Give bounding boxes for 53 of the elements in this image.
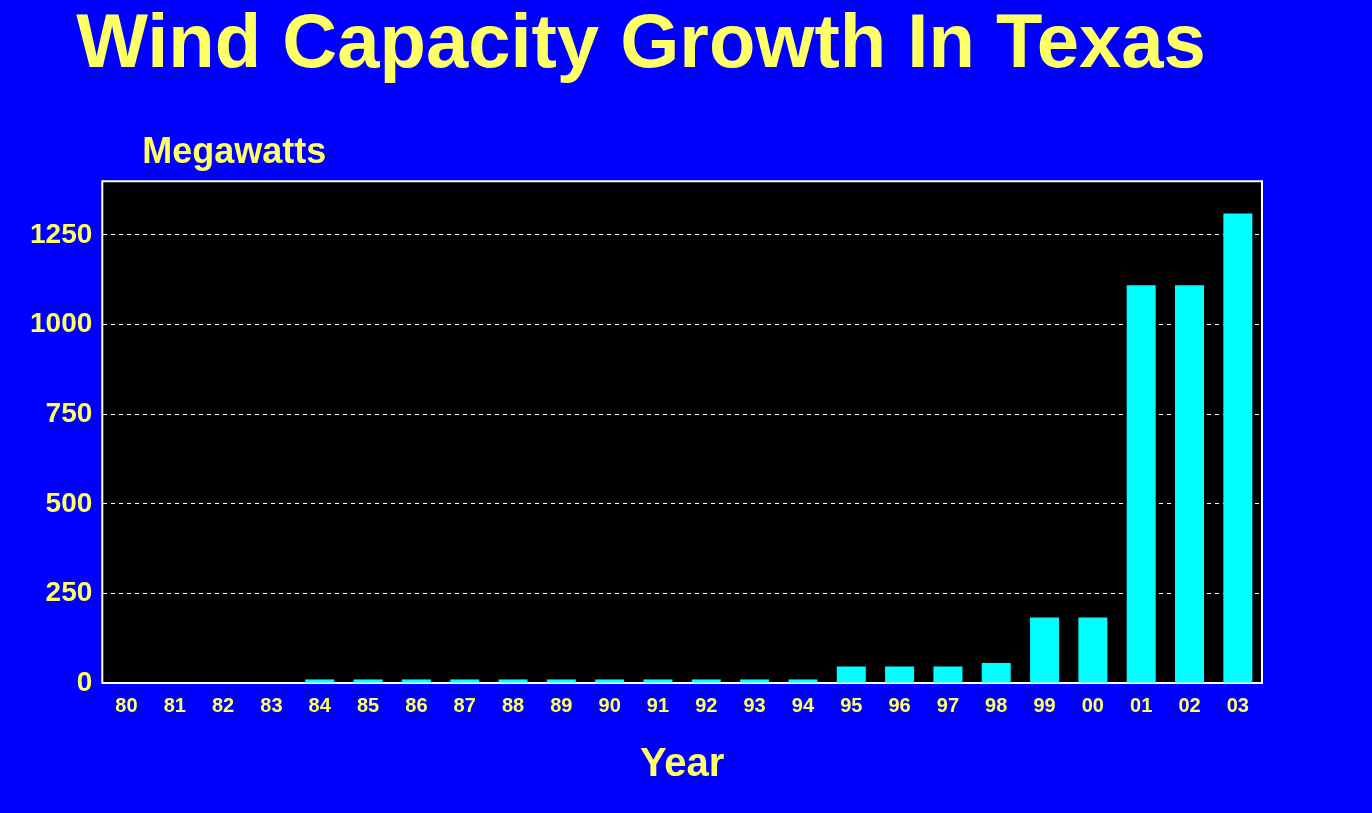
bar bbox=[836, 666, 866, 683]
y-axis-title: Megawatts bbox=[142, 130, 327, 172]
y-tick-label: 1250 bbox=[29, 217, 93, 249]
x-tick-label: 92 bbox=[695, 693, 718, 716]
y-tick-label: 0 bbox=[76, 665, 93, 697]
bar bbox=[498, 679, 528, 683]
x-tick-label: 87 bbox=[453, 693, 476, 716]
x-tick-label: 98 bbox=[985, 693, 1008, 716]
bar bbox=[450, 679, 480, 683]
x-tick-label: 93 bbox=[743, 693, 766, 716]
x-tick-label: 91 bbox=[646, 693, 670, 716]
bar bbox=[691, 679, 721, 683]
bar bbox=[643, 679, 673, 683]
bar bbox=[885, 666, 915, 683]
x-tick-label: 02 bbox=[1178, 693, 1201, 716]
bar bbox=[1126, 285, 1156, 683]
x-tick-label: 89 bbox=[550, 693, 573, 716]
x-tick-label: 88 bbox=[501, 693, 525, 716]
x-tick-label: 95 bbox=[840, 693, 863, 716]
x-tick-label: 80 bbox=[115, 693, 138, 716]
x-tick-label: 83 bbox=[260, 693, 283, 716]
bar bbox=[1175, 285, 1205, 683]
x-tick-label: 00 bbox=[1081, 693, 1104, 716]
chart-title: Wind Capacity Growth In Texas bbox=[76, 0, 1206, 83]
bar bbox=[1078, 617, 1108, 683]
bar bbox=[305, 679, 335, 683]
bar bbox=[1030, 617, 1060, 683]
x-tick-label: 81 bbox=[163, 693, 186, 716]
x-tick-label: 01 bbox=[1130, 693, 1153, 716]
x-tick-label: 97 bbox=[936, 693, 960, 716]
x-tick-label: 03 bbox=[1226, 693, 1249, 716]
y-tick-label: 500 bbox=[45, 486, 93, 518]
x-tick-label: 99 bbox=[1033, 693, 1056, 716]
bar bbox=[981, 662, 1011, 683]
x-tick-label: 96 bbox=[888, 693, 911, 716]
bar bbox=[353, 679, 383, 683]
y-tick-label: 250 bbox=[45, 576, 93, 608]
y-tick-label: 1000 bbox=[29, 307, 93, 339]
bar bbox=[1223, 213, 1253, 683]
bar bbox=[788, 679, 818, 683]
x-tick-label: 94 bbox=[791, 693, 815, 716]
x-tick-label: 84 bbox=[308, 693, 332, 716]
bar bbox=[595, 679, 625, 683]
bar bbox=[740, 679, 770, 683]
x-axis-title: Year bbox=[639, 740, 725, 785]
x-tick-label: 85 bbox=[356, 693, 380, 716]
x-tick-label: 82 bbox=[211, 693, 235, 716]
y-tick-label: 750 bbox=[45, 396, 93, 428]
x-tick-label: 90 bbox=[598, 693, 621, 716]
bar bbox=[401, 679, 431, 683]
bar bbox=[933, 666, 963, 683]
bar bbox=[546, 679, 576, 683]
x-tick-label: 86 bbox=[405, 693, 428, 716]
